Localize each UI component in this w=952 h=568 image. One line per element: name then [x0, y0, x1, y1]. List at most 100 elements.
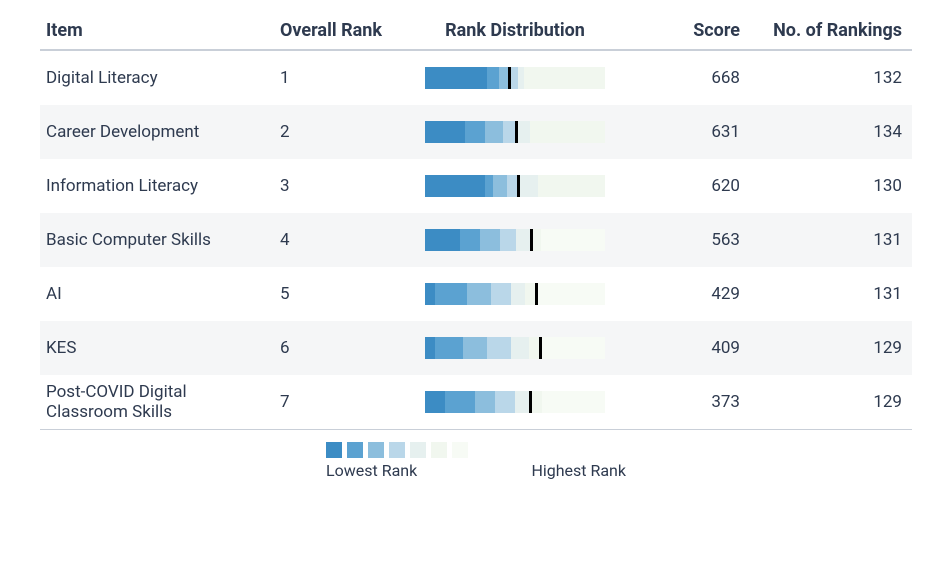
legend-swatch	[326, 442, 342, 458]
legend-swatches	[326, 442, 626, 458]
col-header-score: Score	[620, 20, 760, 43]
score-value: 563	[620, 230, 760, 250]
rankings-count: 129	[760, 392, 912, 412]
distribution-segment	[503, 121, 515, 143]
rank-distribution-cell	[410, 175, 620, 197]
item-name: Basic Computer Skills	[40, 230, 280, 250]
rank-distribution-cell	[410, 337, 620, 359]
legend: Lowest Rank Highest Rank	[40, 442, 912, 480]
distribution-segment	[485, 121, 503, 143]
rank-distribution-cell	[410, 391, 620, 413]
rank-distribution-cell	[410, 121, 620, 143]
table-header-row: Item Overall Rank Rank Distribution Scor…	[40, 20, 912, 51]
rankings-count: 134	[760, 122, 912, 142]
col-header-rank: Overall Rank	[280, 20, 410, 43]
score-value: 631	[620, 122, 760, 142]
distribution-segment	[480, 229, 500, 251]
overall-rank-value: 4	[280, 230, 410, 250]
distribution-segment	[425, 175, 485, 197]
distribution-segment	[511, 283, 525, 305]
distribution-segment	[507, 175, 517, 197]
item-name: Career Development	[40, 122, 280, 142]
rank-distribution-bar	[425, 121, 605, 143]
overall-rank-value: 5	[280, 284, 410, 304]
distribution-segment	[475, 391, 495, 413]
distribution-segment	[515, 391, 529, 413]
distribution-segment	[500, 229, 516, 251]
rankings-count: 131	[760, 230, 912, 250]
rank-distribution-bar	[425, 229, 605, 251]
table-row: Career Development2 631134	[40, 105, 912, 159]
rank-distribution-cell	[410, 229, 620, 251]
distribution-segment	[495, 391, 515, 413]
rankings-count: 130	[760, 176, 912, 196]
rank-distribution-cell	[410, 283, 620, 305]
distribution-segment	[463, 337, 487, 359]
legend-swatch	[347, 442, 363, 458]
distribution-segment	[538, 283, 605, 305]
legend-swatch	[368, 442, 384, 458]
distribution-segment	[425, 121, 465, 143]
distribution-segment	[485, 175, 493, 197]
score-value: 620	[620, 176, 760, 196]
rankings-count: 132	[760, 68, 912, 88]
distribution-segment	[425, 229, 460, 251]
item-name: Digital Literacy	[40, 68, 280, 88]
col-header-dist: Rank Distribution	[410, 20, 620, 43]
distribution-segment	[511, 337, 529, 359]
legend-lowest-label: Lowest Rank	[326, 461, 417, 480]
rankings-count: 129	[760, 338, 912, 358]
overall-rank-value: 2	[280, 122, 410, 142]
distribution-segment	[445, 391, 475, 413]
table-row: Basic Computer Skills4 563131	[40, 213, 912, 267]
overall-rank-value: 7	[280, 392, 410, 412]
distribution-segment	[425, 67, 487, 89]
item-name: KES	[40, 338, 280, 358]
overall-rank-value: 6	[280, 338, 410, 358]
distribution-segment	[425, 283, 435, 305]
distribution-segment	[487, 337, 511, 359]
rank-distribution-bar	[425, 67, 605, 89]
score-value: 668	[620, 68, 760, 88]
rank-distribution-cell	[410, 67, 620, 89]
ranking-table: Item Overall Rank Rank Distribution Scor…	[40, 20, 912, 430]
distribution-segment	[533, 229, 541, 251]
distribution-segment	[499, 67, 508, 89]
rank-distribution-bar	[425, 337, 605, 359]
legend-swatch	[452, 442, 468, 458]
distribution-segment	[520, 175, 538, 197]
distribution-segment	[460, 229, 480, 251]
col-header-nrk: No. of Rankings	[760, 20, 912, 43]
distribution-segment	[542, 337, 605, 359]
table-row: Digital Literacy1668132	[40, 51, 912, 105]
distribution-segment	[425, 391, 445, 413]
distribution-segment	[525, 283, 535, 305]
rank-distribution-bar	[425, 283, 605, 305]
item-name: AI	[40, 284, 280, 304]
distribution-segment	[538, 175, 605, 197]
distribution-segment	[532, 391, 542, 413]
distribution-segment	[529, 337, 539, 359]
distribution-segment	[493, 175, 507, 197]
score-value: 429	[620, 284, 760, 304]
distribution-segment	[516, 229, 530, 251]
rank-distribution-bar	[425, 391, 605, 413]
legend-swatch	[431, 442, 447, 458]
distribution-segment	[435, 283, 467, 305]
legend-highest-label: Highest Rank	[531, 461, 626, 480]
legend-swatch	[410, 442, 426, 458]
distribution-segment	[435, 337, 463, 359]
distribution-segment	[487, 67, 499, 89]
distribution-segment	[425, 337, 435, 359]
distribution-segment	[530, 121, 605, 143]
distribution-segment	[491, 283, 511, 305]
item-name: Post-COVID Digital Classroom Skills	[40, 382, 280, 422]
distribution-segment	[465, 121, 485, 143]
distribution-segment	[524, 67, 605, 89]
rank-distribution-bar	[425, 175, 605, 197]
item-name: Information Literacy	[40, 176, 280, 196]
rankings-count: 131	[760, 284, 912, 304]
distribution-segment	[541, 229, 605, 251]
distribution-segment	[518, 121, 530, 143]
overall-rank-value: 3	[280, 176, 410, 196]
